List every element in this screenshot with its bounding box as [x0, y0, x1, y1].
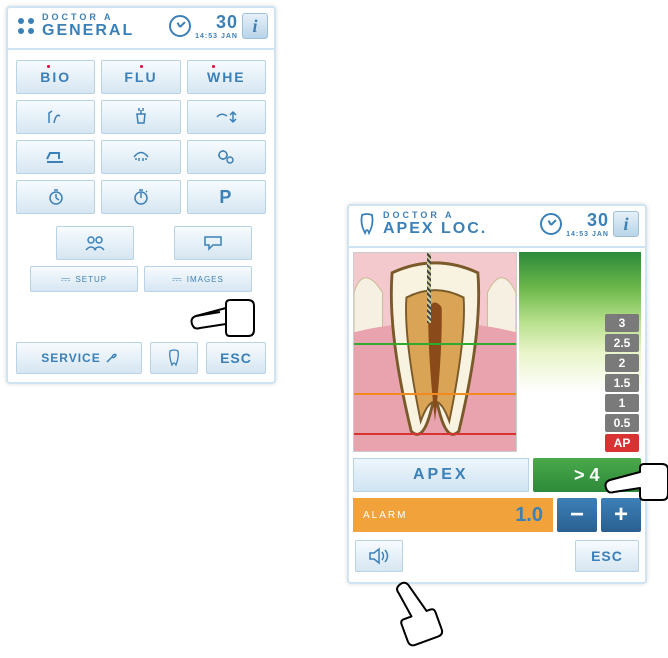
- row-icons-3: P: [8, 174, 274, 214]
- row-icons-1: [8, 94, 274, 134]
- apex-label: APEX: [353, 458, 529, 492]
- scale-tick: 2: [605, 354, 639, 372]
- date-box: 30 14:53 JAN: [195, 12, 238, 40]
- stopwatch-button[interactable]: [101, 180, 180, 214]
- sound-button[interactable]: [355, 540, 403, 572]
- lamp-button[interactable]: [101, 140, 180, 174]
- setup-row: ⎓ SETUP ⎓ IMAGES: [8, 260, 274, 292]
- apex-title: APEX LOC.: [383, 220, 536, 238]
- row-icons-4: [8, 214, 274, 260]
- clock-icon: [169, 15, 191, 37]
- drill-icon: [427, 253, 431, 323]
- chair-button[interactable]: [16, 140, 95, 174]
- service-label: SERVICE: [41, 351, 100, 365]
- pointer-hand-1: [186, 292, 258, 352]
- timer-button[interactable]: [16, 180, 95, 214]
- marker-orange: [354, 393, 516, 395]
- cup-button[interactable]: [101, 100, 180, 134]
- park-button[interactable]: P: [187, 180, 266, 214]
- scale-tick: 1: [605, 394, 639, 412]
- tooth-row: 3 2.5 2 1.5 1 0.5 AP: [353, 252, 641, 452]
- alarm-row: ALARM 1.0 − +: [353, 498, 641, 532]
- wrench-icon: [105, 352, 117, 364]
- speaker-icon: [368, 547, 390, 565]
- chat-button[interactable]: [174, 226, 252, 260]
- instrument-button[interactable]: [16, 100, 95, 134]
- settings-button[interactable]: [187, 140, 266, 174]
- scale-tick: 0.5: [605, 414, 639, 432]
- bio-label: BIO: [40, 69, 71, 85]
- scale-labels: 3 2.5 2 1.5 1 0.5 AP: [519, 314, 641, 452]
- date-time: 14:53 JAN: [195, 33, 238, 40]
- usb-icon: ⎓: [172, 272, 183, 287]
- pointer-hand-2: [600, 456, 668, 516]
- date-time: 14:53 JAN: [566, 231, 609, 238]
- tooth-image: [353, 252, 517, 452]
- scale-tick: 2.5: [605, 334, 639, 352]
- doctor-label: DOCTOR A: [42, 12, 165, 22]
- marker-green: [354, 343, 516, 345]
- chair-adjust-button[interactable]: [187, 100, 266, 134]
- info-button[interactable]: i: [613, 211, 639, 237]
- usb-images-button[interactable]: ⎓ IMAGES: [144, 266, 252, 292]
- doctor-label: DOCTOR A: [383, 210, 536, 220]
- flu-button[interactable]: FLU: [101, 60, 180, 94]
- clock-icon: [540, 213, 562, 235]
- whe-label: WHE: [207, 69, 246, 85]
- apex-header: DOCTOR A APEX LOC. 30 14:53 JAN i: [349, 206, 645, 248]
- row-modes: BIO FLU WHE: [8, 50, 274, 94]
- apex-body: 3 2.5 2 1.5 1 0.5 AP APEX > 4 ALARM 1.0 − + ES…: [349, 248, 645, 576]
- date-box: 30 14:53 JAN: [566, 210, 609, 238]
- info-button[interactable]: i: [242, 13, 268, 39]
- images-label: IMAGES: [187, 275, 224, 284]
- app-icon: [14, 14, 38, 38]
- scale-tick: 3: [605, 314, 639, 332]
- depth-scale: 3 2.5 2 1.5 1 0.5 AP: [519, 252, 641, 452]
- alarm-box: ALARM 1.0: [353, 498, 553, 532]
- bio-button[interactable]: BIO: [16, 60, 95, 94]
- usb-icon: ⎓: [61, 272, 72, 287]
- apex-readout-row: APEX > 4: [353, 458, 641, 492]
- alarm-value: 1.0: [515, 504, 543, 527]
- date-day: 30: [195, 12, 238, 33]
- usb-setup-button[interactable]: ⎓ SETUP: [30, 266, 138, 292]
- tooth-app-icon: [355, 212, 379, 236]
- scale-tick: 1.5: [605, 374, 639, 392]
- screen-title: GENERAL: [42, 22, 165, 40]
- minus-button[interactable]: −: [557, 498, 597, 532]
- apex-panel: DOCTOR A APEX LOC. 30 14:53 JAN i: [347, 204, 647, 584]
- whe-button[interactable]: WHE: [187, 60, 266, 94]
- apex-bottom-row: ESC: [353, 540, 641, 572]
- alarm-label: ALARM: [363, 510, 407, 521]
- users-button[interactable]: [56, 226, 134, 260]
- header: DOCTOR A GENERAL 30 14:53 JAN i: [8, 8, 274, 50]
- flu-label: FLU: [124, 69, 157, 85]
- marker-red: [354, 433, 516, 435]
- esc-button[interactable]: ESC: [575, 540, 639, 572]
- scale-tick: AP: [605, 434, 639, 452]
- row-icons-2: [8, 134, 274, 174]
- apex-title-box: DOCTOR A APEX LOC.: [383, 210, 536, 238]
- header-title: DOCTOR A GENERAL: [42, 12, 165, 40]
- tooth-icon: [167, 349, 181, 367]
- setup-label: SETUP: [75, 275, 107, 284]
- service-button[interactable]: SERVICE: [16, 342, 142, 374]
- date-day: 30: [566, 210, 609, 231]
